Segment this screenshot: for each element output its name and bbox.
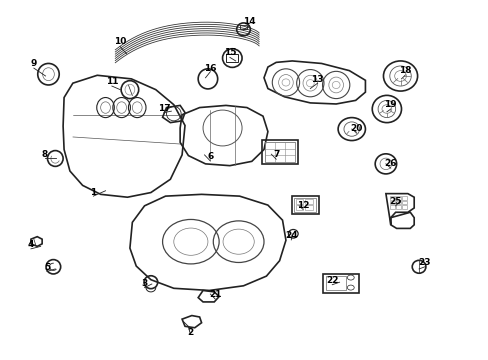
Text: 5: 5 (44, 264, 50, 273)
Text: 18: 18 (398, 66, 411, 75)
Text: 2: 2 (187, 328, 194, 337)
Text: 16: 16 (203, 64, 216, 73)
Bar (402, 206, 407, 209)
Text: 1: 1 (90, 188, 96, 197)
Bar (305, 206, 312, 211)
Text: 6: 6 (207, 152, 213, 161)
Bar (402, 201, 407, 204)
Text: 14: 14 (243, 17, 255, 26)
Text: 19: 19 (384, 100, 396, 109)
Text: 10: 10 (114, 37, 126, 46)
Text: 3: 3 (141, 279, 147, 288)
Bar (323, 274, 358, 293)
Text: 11: 11 (105, 77, 118, 86)
Bar (295, 206, 303, 211)
Bar (305, 199, 312, 204)
Text: 8: 8 (41, 150, 48, 159)
Bar (389, 201, 394, 204)
Text: 15: 15 (223, 48, 236, 57)
Text: 17: 17 (158, 104, 170, 113)
Text: 23: 23 (418, 258, 430, 267)
Bar (395, 206, 400, 209)
Text: 9: 9 (31, 59, 37, 68)
Bar (295, 199, 303, 204)
Text: 7: 7 (272, 150, 279, 159)
Bar (264, 142, 295, 162)
Bar (395, 201, 400, 204)
Text: 22: 22 (325, 276, 338, 285)
Text: 13: 13 (311, 75, 323, 84)
Bar (389, 206, 394, 209)
Bar (389, 196, 394, 200)
Text: 4: 4 (28, 240, 34, 249)
Bar (261, 140, 298, 164)
Bar (294, 198, 316, 212)
Text: 12: 12 (296, 201, 308, 210)
Text: 20: 20 (350, 123, 362, 132)
Text: 26: 26 (384, 159, 396, 168)
Bar (395, 196, 400, 200)
Text: 21: 21 (208, 290, 221, 299)
Text: 25: 25 (388, 197, 401, 206)
Bar (225, 54, 238, 62)
Bar (402, 196, 407, 200)
Bar (291, 196, 318, 214)
Bar (239, 25, 247, 30)
Text: 24: 24 (285, 231, 297, 240)
Bar (326, 276, 345, 291)
